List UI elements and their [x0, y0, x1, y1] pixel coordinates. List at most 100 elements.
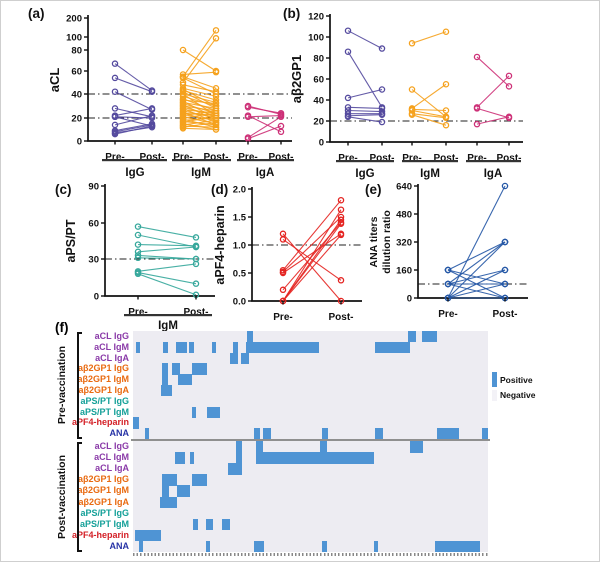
y-tick-label: 0.0: [233, 296, 246, 307]
group-underline: [124, 314, 212, 317]
data-point-pre: [179, 125, 187, 132]
pair-line: [137, 272, 197, 285]
panel-letter: (a): [28, 6, 45, 21]
y-tick-label: 20: [313, 116, 324, 127]
heatmap-cell: [190, 452, 195, 464]
heatmap-cell: [206, 518, 213, 531]
y-tick-label: 60: [313, 74, 324, 85]
pair-line: [411, 114, 447, 126]
series-IgA: [244, 102, 285, 142]
block-bracket: [77, 332, 79, 438]
pair-line: [114, 107, 153, 118]
pair-line: [282, 199, 342, 271]
heatmap-cell: [262, 428, 272, 440]
panel-letter: (b): [283, 6, 300, 21]
data-point-post: [212, 96, 220, 104]
y-tick-label: 0: [319, 137, 324, 148]
data-point-pre: [279, 286, 287, 294]
data-point-post: [442, 28, 450, 35]
heatmap-cell: [206, 540, 210, 553]
block-bracket-serif: [77, 550, 82, 552]
data-point-post: [378, 108, 386, 115]
heatmap-cell: [163, 341, 169, 353]
heatmap-cell: [172, 363, 180, 375]
y-tick-label: 100: [308, 32, 324, 43]
heatmap-cell: [320, 441, 327, 453]
data-point-post: [148, 105, 156, 112]
pair-line: [247, 115, 282, 133]
heatmap-cell: [240, 352, 250, 364]
data-point-post: [212, 126, 220, 133]
pair-line: [182, 37, 217, 83]
pair-line: [114, 124, 153, 133]
y-tick-label: 160: [396, 265, 412, 276]
heatmap-row-label: aCL IgM: [94, 341, 129, 352]
y-tick-label: 0.5: [233, 268, 247, 279]
y-tick-label: 60: [88, 218, 99, 229]
group-underline: [172, 159, 231, 162]
pair-line: [182, 90, 217, 101]
data-point-pre: [473, 120, 481, 128]
pair-line: [347, 51, 383, 108]
group-label: IgG: [355, 168, 374, 180]
y-tick-label: 0: [94, 291, 99, 302]
data-point-pre: [408, 40, 416, 47]
panel-letter: (c): [55, 182, 72, 197]
data-point-pre: [111, 74, 119, 82]
pair-line: [182, 95, 217, 107]
data-point-pre: [473, 53, 481, 61]
data-point-pre: [408, 111, 416, 118]
heatmap-cell: [254, 540, 264, 553]
panel-letter: (d): [211, 182, 228, 197]
panel-b: 0 20 40 60 80 100 120 Pre- Post- Pre- Post- Pre- Pos…: [283, 6, 523, 180]
data-point-post: [277, 109, 285, 117]
pair-line: [411, 83, 447, 109]
data-point-post: [148, 112, 156, 119]
data-point-post: [212, 117, 220, 124]
pair-line: [114, 77, 153, 93]
group-label: IgM: [158, 320, 178, 332]
pair-line: [411, 108, 447, 112]
heatmap-row-label: aβ2GP1 IgM: [77, 374, 129, 385]
heatmap-cell: [375, 428, 383, 440]
pair-line: [114, 107, 153, 117]
pair-line: [347, 109, 383, 113]
heatmap-bottom-ticks: [133, 552, 488, 556]
data-point-post: [501, 238, 509, 246]
pair-line: [182, 110, 217, 117]
y-tick-label: 1.0: [233, 240, 246, 251]
pair-line: [182, 120, 217, 126]
group-underline: [102, 159, 167, 162]
block-title: Post-vaccination: [56, 454, 68, 539]
pair-line: [182, 84, 217, 93]
pair-line: [137, 226, 197, 238]
series-IgM: [179, 27, 220, 133]
data-point-post: [501, 266, 509, 274]
pair-line: [476, 107, 510, 119]
data-point-pre: [134, 231, 142, 239]
pair-line: [447, 269, 506, 285]
x-category-label: Pre-: [338, 153, 357, 164]
data-point-post: [337, 277, 345, 284]
data-point-post: [505, 113, 513, 121]
panel-e: 0 160 320 480 640 Pre- Post- (e) ANA titers dilut…: [365, 181, 528, 320]
data-point-post: [192, 260, 200, 268]
x-category-label: Post-: [497, 153, 522, 164]
data-point-pre: [134, 252, 142, 259]
data-point-pre: [408, 86, 416, 93]
heatmap-row-label: aPS/PT IgM: [79, 518, 129, 529]
pair-line: [114, 91, 153, 111]
pair-line: [182, 104, 217, 121]
x-category-label: Pre-: [105, 152, 124, 163]
x-category-label: Post-: [434, 153, 459, 164]
y-tick-label: 60: [71, 66, 82, 77]
heatmap-cell: [222, 518, 230, 531]
pair-line: [447, 283, 506, 299]
group-label: IgG: [125, 167, 144, 179]
y-tick-label: 80: [71, 45, 82, 56]
y-tick-label: 1.5: [233, 212, 247, 223]
data-point-post: [501, 280, 509, 288]
data-point-pre: [344, 110, 352, 117]
data-point-pre: [134, 248, 142, 256]
